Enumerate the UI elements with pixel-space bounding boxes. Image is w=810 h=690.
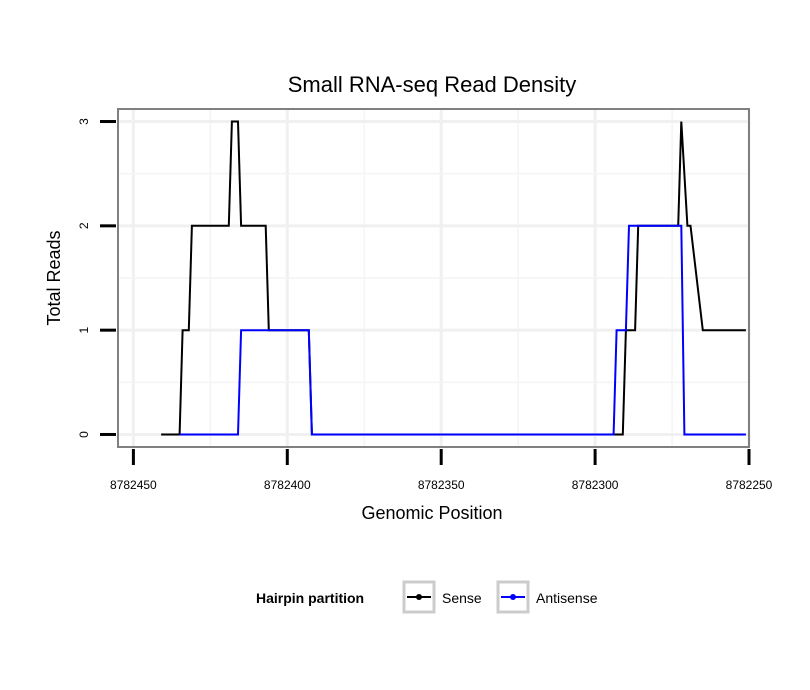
x-axis-label: Genomic Position bbox=[361, 503, 502, 523]
x-tick-label: 8782400 bbox=[264, 478, 311, 492]
legend: Hairpin partition Sense Antisense bbox=[256, 580, 598, 614]
y-tick-label: 3 bbox=[77, 118, 91, 125]
x-tick-label: 8782250 bbox=[726, 478, 773, 492]
x-tick-label: 8782450 bbox=[110, 478, 157, 492]
legend-key-point bbox=[416, 594, 422, 600]
y-axis-label: Total Reads bbox=[44, 230, 64, 325]
legend-key-point bbox=[510, 594, 516, 600]
series-line-antisense bbox=[179, 224, 746, 436]
x-tick-label: 8782300 bbox=[572, 478, 619, 492]
legend-label-sense: Sense bbox=[442, 590, 482, 606]
y-tick-label: 1 bbox=[77, 327, 91, 334]
legend-title: Hairpin partition bbox=[256, 590, 364, 606]
y-tick-label: 2 bbox=[77, 222, 91, 229]
grid bbox=[118, 109, 751, 447]
y-axis: 0 1 2 3 bbox=[77, 118, 116, 438]
series-layer bbox=[161, 120, 746, 436]
legend-key-antisense bbox=[496, 580, 530, 614]
chart-title: Small RNA-seq Read Density bbox=[288, 72, 577, 97]
y-tick-label: 0 bbox=[77, 431, 91, 438]
x-tick-label: 8782350 bbox=[418, 478, 465, 492]
plot-panel-border bbox=[117, 108, 750, 448]
x-axis: 8782450 8782400 8782350 8782300 8782250 bbox=[110, 449, 773, 492]
legend-label-antisense: Antisense bbox=[536, 590, 598, 606]
